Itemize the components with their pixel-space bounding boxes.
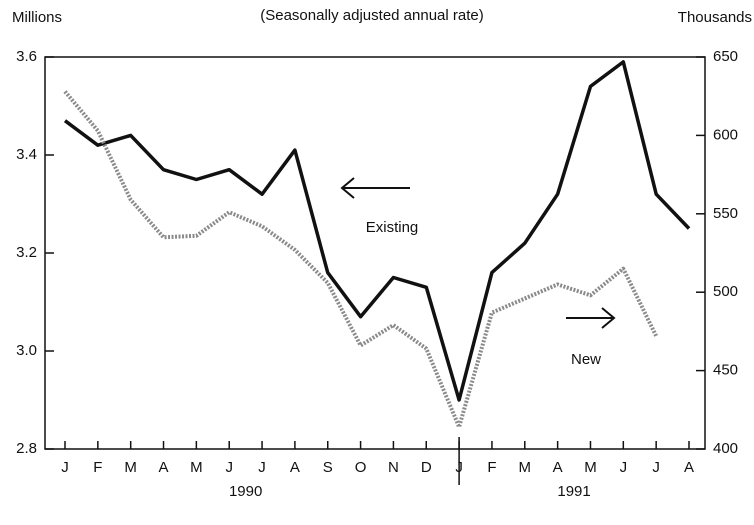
y-tick-label: 3.2: [16, 244, 37, 261]
y-tick-label: 2.8: [16, 440, 37, 457]
series-label: Existing: [366, 219, 419, 236]
x-tick-label: J: [620, 459, 628, 476]
plot-frame: [44, 56, 706, 450]
x-tick-label: M: [584, 459, 597, 476]
x-tick-label: J: [652, 459, 660, 476]
y-tick-label: 3.0: [16, 342, 37, 359]
y2-tick-label: 400: [713, 440, 738, 457]
x-tick-label: F: [487, 459, 496, 476]
y2-tick-label: 500: [713, 283, 738, 300]
x-tick-label: O: [355, 459, 367, 476]
y-tick-label: 3.6: [16, 48, 37, 65]
series-label: New: [571, 351, 601, 368]
series-line: [63, 90, 658, 429]
y2-tick-label: 450: [713, 362, 738, 379]
y2-tick-label: 550: [713, 205, 738, 222]
existing-arrow: [340, 177, 410, 199]
year-label: 1990: [229, 483, 262, 500]
x-tick-label: F: [93, 459, 102, 476]
y2-axis-label: Thousands: [678, 9, 752, 26]
x-tick-label: J: [61, 459, 69, 476]
x-tick-label: S: [323, 459, 333, 476]
x-tick-label: N: [388, 459, 399, 476]
x-tick-label: A: [290, 459, 300, 476]
chart-title: (Seasonally adjusted annual rate): [260, 7, 483, 24]
x-tick-label: M: [124, 459, 137, 476]
y2-tick-label: 600: [713, 126, 738, 143]
series-line: [63, 60, 691, 402]
y-axis-label: Millions: [12, 9, 62, 26]
x-tick-label: J: [225, 459, 233, 476]
x-tick-label: M: [519, 459, 532, 476]
x-tick-label: D: [421, 459, 432, 476]
x-tick-label: A: [159, 459, 169, 476]
y-tick-label: 3.4: [16, 146, 37, 163]
new-arrow: [566, 307, 616, 329]
year-label: 1991: [557, 483, 590, 500]
x-tick-label: A: [684, 459, 694, 476]
x-tick-label: M: [190, 459, 203, 476]
y2-tick-label: 650: [713, 48, 738, 65]
x-tick-label: A: [553, 459, 563, 476]
x-tick-label: J: [258, 459, 266, 476]
